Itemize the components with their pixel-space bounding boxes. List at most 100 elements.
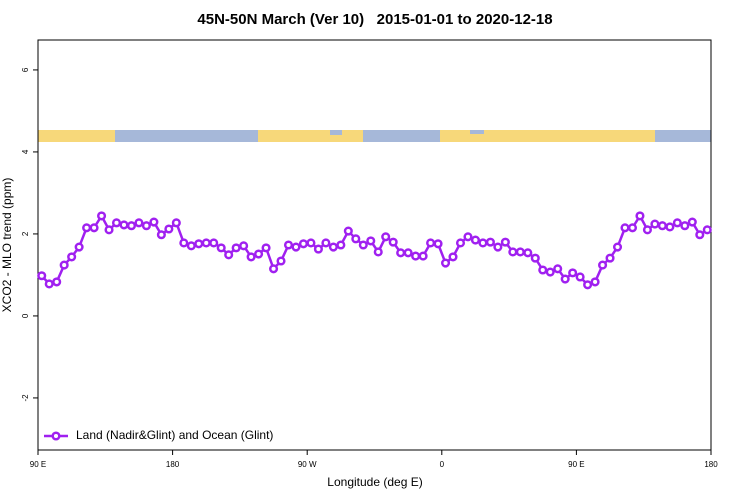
data-point: [37, 271, 47, 281]
x-tick-label: 180: [166, 460, 180, 469]
data-point: [156, 230, 166, 240]
data-point: [426, 238, 436, 248]
data-point: [620, 223, 630, 233]
data-point: [276, 256, 286, 266]
data-point: [470, 235, 481, 245]
x-tick-label: 180: [704, 460, 718, 469]
data-point: [702, 225, 712, 235]
data-point: [515, 247, 525, 257]
data-point: [254, 249, 264, 259]
data-point: [680, 221, 690, 231]
x-axis-label: Longitude (deg E): [327, 475, 422, 489]
data-point: [59, 260, 69, 270]
data-point: [665, 222, 675, 232]
data-point: [82, 223, 92, 233]
x-tick-label: 90 E: [30, 460, 46, 469]
x-tick-label: 90 E: [568, 460, 584, 469]
data-point: [530, 253, 540, 263]
data-point: [403, 248, 413, 258]
data-point: [657, 221, 667, 231]
data-point: [575, 272, 585, 282]
y-axis-label: XCO2 - MLO trend (ppm): [0, 178, 14, 313]
y-tick-label: 4: [21, 149, 30, 154]
data-point: [612, 242, 623, 252]
data-point: [149, 217, 159, 227]
data-point: [171, 218, 181, 228]
data-point: [321, 238, 331, 248]
data-point: [343, 226, 353, 236]
data-point: [209, 238, 219, 248]
data-point: [119, 220, 129, 230]
data-point: [74, 242, 84, 252]
data-point: [201, 238, 211, 248]
data-point: [313, 244, 323, 254]
data-point: [126, 221, 137, 231]
data-point: [545, 267, 555, 277]
data-point: [635, 211, 645, 221]
data-point: [523, 248, 533, 258]
data-point: [194, 239, 204, 249]
data-point: [164, 224, 174, 234]
data-point: [388, 237, 398, 247]
data-point: [463, 232, 473, 242]
data-point: [568, 268, 578, 278]
data-point: [246, 252, 256, 262]
data-point: [269, 264, 279, 274]
data-point: [141, 221, 151, 231]
data-point: [89, 223, 99, 233]
data-point: [440, 258, 451, 268]
data-point: [134, 218, 144, 228]
data-point: [418, 251, 428, 261]
data-point: [358, 240, 368, 250]
data-point: [239, 241, 249, 251]
data-point: [605, 253, 615, 263]
data-point: [642, 225, 652, 235]
plot-frame: [37, 39, 712, 451]
data-point: [291, 242, 301, 252]
data-point: [553, 264, 563, 274]
data-point: [44, 279, 54, 289]
legend-marker: [51, 431, 61, 441]
data-point: [216, 243, 226, 253]
legend-label: Land (Nadir&Glint) and Ocean (Glint): [76, 428, 273, 442]
data-point: [52, 277, 62, 287]
data-point: [396, 248, 406, 258]
chart-title: 45N-50N March (Ver 10) 2015-01-01 to 202…: [197, 11, 552, 28]
data-point: [381, 232, 391, 242]
data-point: [224, 250, 234, 260]
x-tick-label: 90 W: [298, 460, 317, 469]
data-point: [97, 211, 107, 221]
data-point: [104, 225, 114, 235]
data-point: [493, 242, 503, 252]
y-tick-label: 6: [21, 67, 30, 72]
data-point: [583, 280, 593, 290]
y-tick-label: 2: [21, 231, 30, 236]
data-point: [478, 238, 488, 248]
data-point: [111, 218, 122, 228]
data-point: [261, 243, 271, 253]
data-point: [328, 242, 338, 252]
data-point: [627, 223, 638, 233]
data-point: [67, 252, 77, 262]
land-ocean-map: [38, 130, 711, 142]
data-point: [687, 217, 697, 227]
data-point: [695, 230, 705, 240]
data-point: [448, 252, 458, 262]
data-point: [231, 243, 241, 253]
data-point: [598, 260, 608, 270]
data-point: [672, 218, 682, 228]
data-point: [508, 247, 518, 257]
data-point: [283, 240, 294, 250]
data-point: [650, 219, 660, 229]
data-point: [455, 238, 466, 248]
data-point: [433, 239, 443, 249]
data-point: [336, 240, 346, 250]
data-point: [298, 239, 309, 249]
data-point: [351, 234, 361, 244]
data-point: [560, 274, 570, 284]
data-point: [366, 236, 376, 246]
x-tick-label: 0: [440, 460, 445, 469]
data-point: [538, 265, 548, 275]
data-point: [485, 237, 495, 247]
